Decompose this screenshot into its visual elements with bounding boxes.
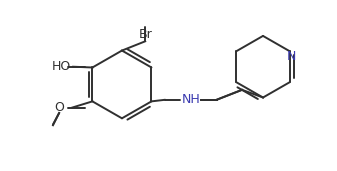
Text: O: O: [54, 101, 64, 114]
Text: Br: Br: [138, 28, 152, 41]
Text: NH: NH: [182, 93, 200, 106]
Text: HO: HO: [52, 60, 71, 73]
Text: N: N: [287, 50, 296, 63]
